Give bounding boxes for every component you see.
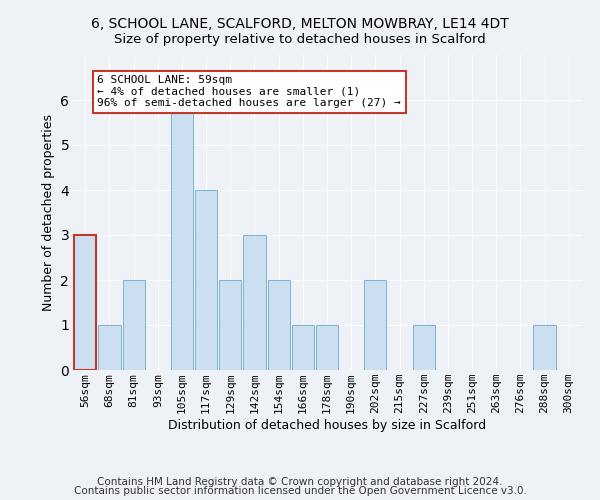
Bar	[171, 100, 193, 370]
Y-axis label: Number of detached properties: Number of detached properties	[42, 114, 55, 311]
Bar	[74, 235, 97, 370]
Bar	[316, 325, 338, 370]
Bar	[195, 190, 217, 370]
Bar	[533, 325, 556, 370]
Bar	[268, 280, 290, 370]
Text: Size of property relative to detached houses in Scalford: Size of property relative to detached ho…	[114, 32, 486, 46]
X-axis label: Distribution of detached houses by size in Scalford: Distribution of detached houses by size …	[168, 419, 486, 432]
Text: Contains HM Land Registry data © Crown copyright and database right 2024.: Contains HM Land Registry data © Crown c…	[97, 477, 503, 487]
Bar	[364, 280, 386, 370]
Bar	[292, 325, 314, 370]
Bar	[98, 325, 121, 370]
Text: Contains public sector information licensed under the Open Government Licence v3: Contains public sector information licen…	[74, 486, 526, 496]
Text: 6, SCHOOL LANE, SCALFORD, MELTON MOWBRAY, LE14 4DT: 6, SCHOOL LANE, SCALFORD, MELTON MOWBRAY…	[91, 18, 509, 32]
Bar	[413, 325, 435, 370]
Bar	[219, 280, 241, 370]
Text: 6 SCHOOL LANE: 59sqm
← 4% of detached houses are smaller (1)
96% of semi-detache: 6 SCHOOL LANE: 59sqm ← 4% of detached ho…	[97, 75, 401, 108]
Bar	[244, 235, 266, 370]
Bar	[122, 280, 145, 370]
